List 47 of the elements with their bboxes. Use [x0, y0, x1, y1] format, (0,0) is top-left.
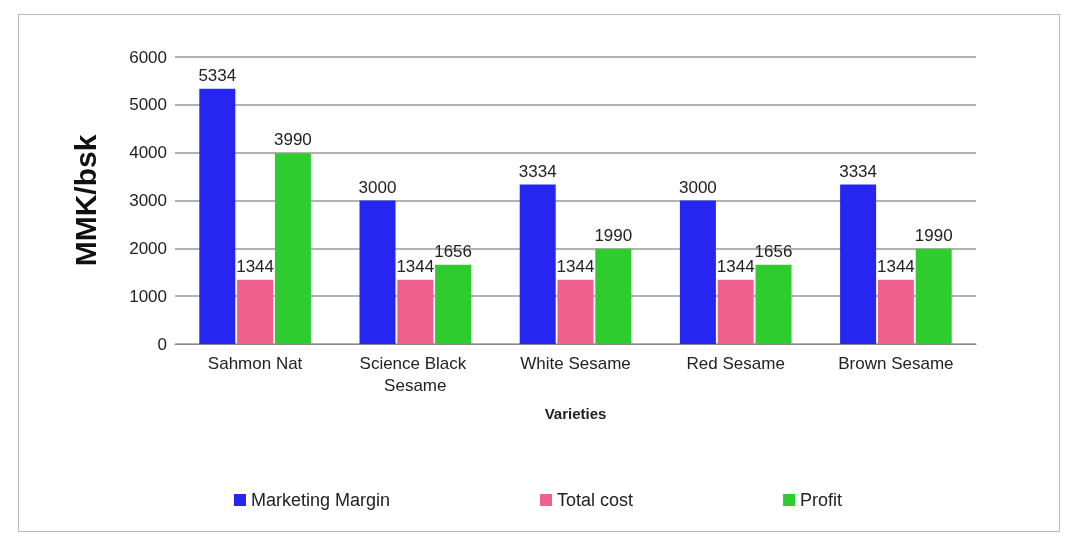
data-label: 1990	[594, 225, 633, 245]
bar	[274, 153, 311, 344]
y-axis-title: MMK/bsk	[68, 134, 102, 267]
y-tick-label: 1000	[129, 286, 167, 306]
data-label: 1990	[914, 225, 953, 245]
data-label: 1344	[236, 256, 275, 276]
bar	[199, 88, 236, 344]
x-tick-label: Red Sesame	[686, 353, 785, 373]
bar	[519, 184, 556, 344]
data-label: 3000	[358, 177, 397, 197]
data-label: 3000	[678, 177, 717, 197]
bar	[595, 248, 632, 344]
data-label: 1656	[754, 241, 793, 261]
data-label: 1344	[396, 256, 435, 276]
data-label: 5334	[198, 65, 237, 85]
y-tick-label: 0	[157, 334, 167, 354]
data-label: 3334	[518, 161, 557, 181]
x-tick-label: Brown Sesame	[838, 353, 954, 373]
y-tick-label: 3000	[129, 191, 167, 210]
x-axis-title: Varieties	[544, 405, 607, 422]
bar	[397, 279, 434, 344]
y-tick-label: 4000	[129, 143, 167, 163]
x-tick-label: White Sesame	[520, 353, 631, 373]
data-label: 3334	[839, 161, 878, 181]
data-label: 1344	[716, 256, 755, 276]
bar	[915, 248, 952, 344]
data-label: 1344	[556, 256, 595, 276]
bar	[359, 200, 396, 344]
x-tick-label: Science Black Sesame	[359, 353, 472, 395]
bar	[840, 184, 877, 344]
data-label: 3990	[273, 130, 312, 150]
legend-label: Profit	[800, 490, 843, 510]
y-tick-label: 2000	[129, 238, 167, 258]
bar	[679, 200, 716, 344]
data-label: 1344	[876, 256, 915, 276]
y-tick-label: 6000	[129, 47, 167, 67]
bar	[755, 264, 792, 344]
bar	[435, 264, 472, 344]
bar	[557, 279, 594, 344]
x-tick-label: Sahmon Nat	[207, 353, 303, 373]
legend-label: Total cost	[557, 490, 634, 510]
bar	[717, 279, 754, 344]
legend-label: Marketing Margin	[250, 490, 391, 510]
data-label: 1656	[434, 241, 473, 261]
y-tick-label: 5000	[129, 95, 167, 115]
bar	[237, 279, 274, 344]
bar	[877, 279, 914, 344]
